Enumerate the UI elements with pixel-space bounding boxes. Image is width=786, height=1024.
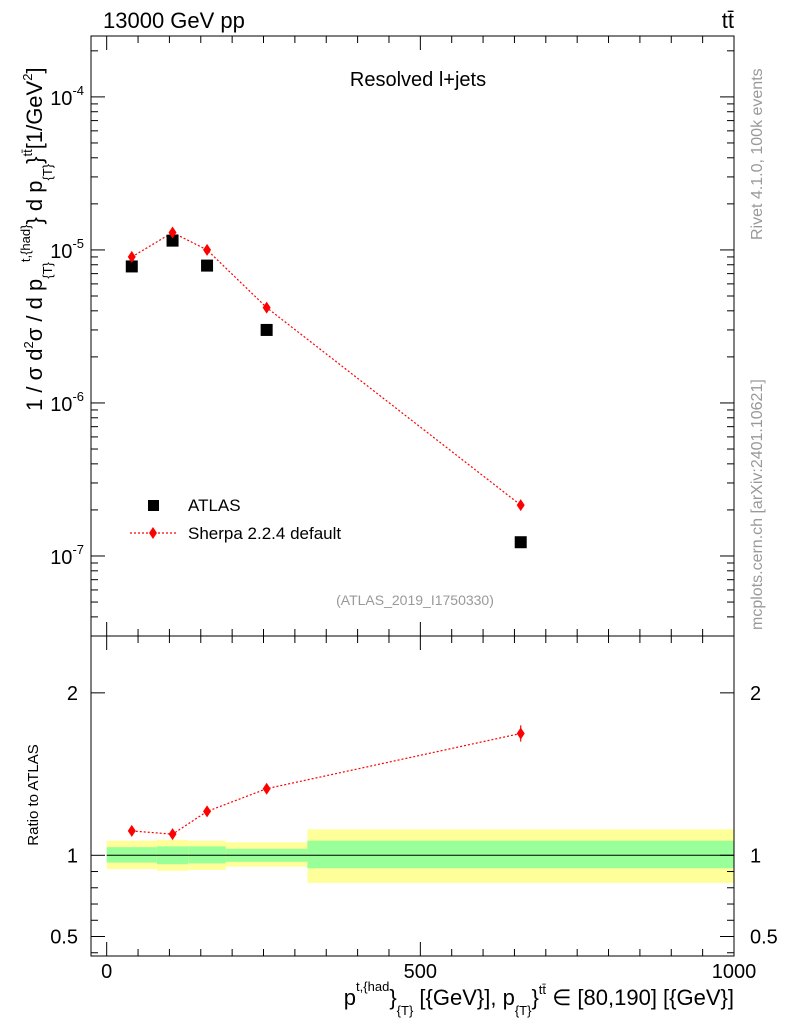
sherpa-point bbox=[516, 499, 525, 512]
main-frame bbox=[90, 35, 735, 637]
ratio-y-tick-label-left: 0.5 bbox=[50, 927, 78, 949]
legend-sherpa-label: Sherpa 2.2.4 default bbox=[188, 524, 341, 543]
main-title: Resolved l+jets bbox=[350, 69, 486, 91]
ratio-frame bbox=[90, 635, 735, 957]
ratio-sherpa-point bbox=[262, 782, 271, 795]
svg-text:1 / σ d2σ / d p{T}t,{had}} d p: 1 / σ d2σ / d p{T}t,{had}} d p{T}}tt̄[1/… bbox=[18, 67, 55, 411]
ratio-band-inner bbox=[307, 840, 734, 869]
legend: ATLAS Sherpa 2.2.4 default bbox=[130, 496, 341, 543]
ratio-sherpa-point bbox=[203, 805, 212, 818]
ratio-y-tick-label-right: 2 bbox=[750, 683, 761, 705]
mcplots-label: mcplots.cern.ch [arXiv:2401.10621] bbox=[749, 379, 766, 630]
ratio-sherpa-line bbox=[131, 732, 521, 835]
ratio-y-tick-label-left: 1 bbox=[67, 845, 78, 867]
ratio-y-tick-label-right: 1 bbox=[750, 845, 761, 867]
sherpa-point bbox=[203, 243, 212, 256]
x-axis-label: pt,{had}{T} [{GeV}], p{T}}tt̄ ∈ [80,190]… bbox=[344, 979, 734, 1018]
main-y-tick-label: 10-5 bbox=[50, 236, 84, 263]
x-tick-label: 500 bbox=[404, 961, 437, 983]
legend-atlas-label: ATLAS bbox=[188, 496, 241, 515]
main-y-axis-label: 1 / σ d2σ / d p{T}t,{had}} d p{T}}tt̄[1/… bbox=[18, 67, 55, 411]
main-panel: Resolved l+jets (ATLAS_2019_I1750330) 10… bbox=[18, 35, 735, 637]
svg-text:pt,{had}{T} [{GeV}], p{T}}tt̄: pt,{had}{T} [{GeV}], p{T}}tt̄ ∈ [80,190]… bbox=[344, 979, 734, 1018]
header-right-title: tt̄ bbox=[722, 8, 734, 33]
x-tick-label: 0 bbox=[101, 961, 112, 983]
ratio-y-tick-label-left: 2 bbox=[67, 683, 78, 705]
ratio-sherpa-point bbox=[127, 824, 136, 837]
main-y-tick-label: 10-4 bbox=[50, 83, 84, 110]
ratio-sherpa-point bbox=[168, 828, 177, 841]
legend-sherpa-marker bbox=[149, 527, 157, 539]
sherpa-line bbox=[131, 231, 522, 506]
rivet-label: Rivet 4.1.0, 100k events bbox=[749, 68, 766, 240]
x-tick-label: 1000 bbox=[712, 961, 757, 983]
atlas-point bbox=[201, 259, 214, 272]
ratio-panel: 0.5 0.5 1 1 2 2 0 500 1000 Ratio to ATLAS pt,{h… bbox=[25, 635, 778, 1018]
main-y-tick-label: 10-6 bbox=[50, 389, 84, 416]
sherpa-point bbox=[168, 226, 177, 239]
analysis-watermark: (ATLAS_2019_I1750330) bbox=[336, 592, 494, 608]
atlas-point bbox=[514, 536, 527, 549]
sherpa-point bbox=[262, 301, 271, 314]
ratio-sherpa-point bbox=[516, 727, 525, 740]
main-y-tick-label: 10-7 bbox=[50, 542, 84, 569]
header-left-title: 13000 GeV pp bbox=[103, 8, 245, 33]
legend-atlas-marker bbox=[148, 500, 159, 511]
atlas-point bbox=[260, 323, 273, 336]
ratio-y-axis-label: Ratio to ATLAS bbox=[25, 744, 42, 845]
atlas-point bbox=[166, 234, 179, 247]
atlas-point bbox=[125, 260, 138, 273]
sherpa-point bbox=[127, 250, 136, 263]
ratio-y-tick-label-right: 0.5 bbox=[750, 927, 778, 949]
